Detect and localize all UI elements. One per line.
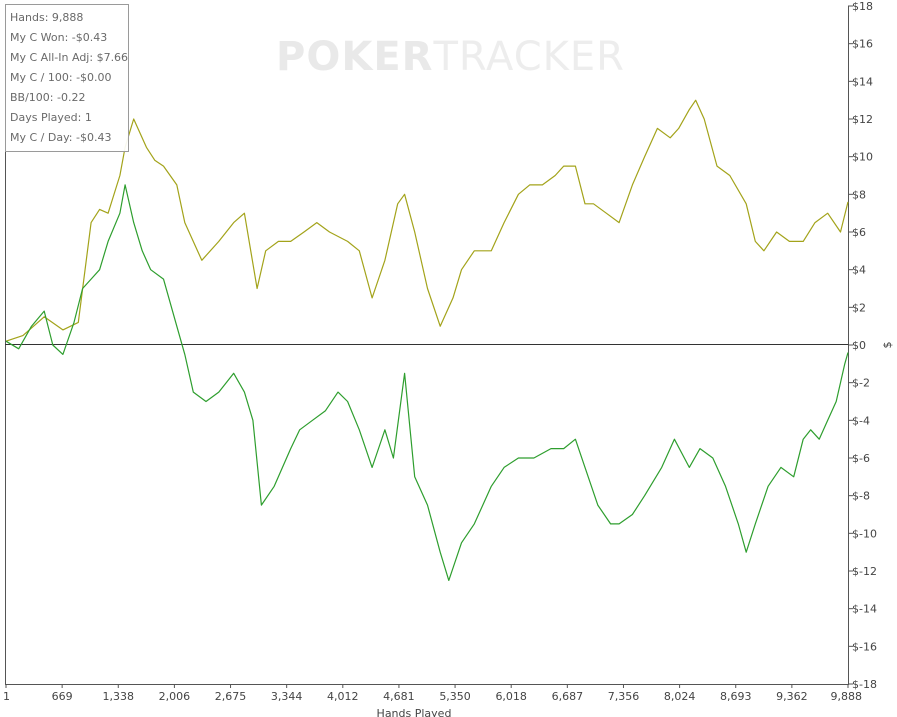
- stats-box: Hands: 9,888 My C Won: -$0.43 My C All-I…: [5, 4, 129, 152]
- x-tick-label: 4,012: [327, 690, 359, 703]
- series-line-won: [5, 184, 849, 582]
- x-tick-label: 1: [3, 690, 10, 703]
- y-axis: $18 $16 $14 $12 $10 $8 $6 $4 $2 $0 $-2 $-4 $-6 $-8 $-1…: [848, 0, 877, 691]
- y-tick-label: $14: [852, 75, 873, 88]
- y-tick-label: $6: [852, 226, 866, 239]
- x-axis-title: Hands Played: [377, 707, 452, 717]
- stat-per-100: My C / 100: -$0.00: [10, 71, 112, 84]
- x-tick-label: 6,687: [552, 690, 584, 703]
- series-line-all-in-adj: [5, 99, 849, 342]
- y-tick-label: $-8: [852, 490, 870, 503]
- watermark-poker: POKER: [276, 34, 434, 80]
- x-tick-label: 8,024: [664, 690, 696, 703]
- x-tick-label: 9,362: [776, 690, 808, 703]
- y-tick-label: $-10: [852, 527, 877, 540]
- y-tick-label: $8: [852, 188, 866, 201]
- x-tick-label: 4,681: [383, 690, 415, 703]
- watermark-tracker: TRACKER: [433, 34, 625, 80]
- y-axis-title: $: [881, 342, 894, 349]
- x-tick-label: 6,018: [495, 690, 527, 703]
- x-axis: 1 669 1,338 2,006 2,675 3,344 4,012 4,681 5,350 6…: [3, 684, 862, 703]
- y-tick-label: $16: [852, 38, 873, 51]
- stat-per-day: My C / Day: -$0.43: [10, 131, 112, 144]
- stat-hands: Hands: 9,888: [10, 11, 84, 24]
- x-tick-label: 2,006: [159, 690, 191, 703]
- y-tick-label: $18: [852, 0, 873, 13]
- y-tick-label: $4: [852, 264, 866, 277]
- y-tick-label: $-12: [852, 565, 877, 578]
- x-tick-label: 669: [52, 690, 73, 703]
- y-tick-label: $10: [852, 151, 873, 164]
- x-tick-label: 2,675: [215, 690, 247, 703]
- y-tick-label: $0: [852, 339, 866, 352]
- stat-won: My C Won: -$0.43: [10, 31, 108, 44]
- x-tick-label: 5,350: [439, 690, 471, 703]
- pokertracker-watermark: POKERTRACKER: [276, 34, 625, 80]
- stat-bb-100: BB/100: -0.22: [10, 91, 86, 104]
- y-tick-label: $2: [852, 301, 866, 314]
- y-tick-label: $-14: [852, 603, 877, 616]
- stat-days-played: Days Played: 1: [10, 111, 92, 124]
- y-tick-label: $-6: [852, 452, 870, 465]
- y-tick-label: $-2: [852, 377, 870, 390]
- y-tick-label: $-16: [852, 640, 877, 653]
- stat-allin-adj: My C All-In Adj: $7.66: [10, 51, 129, 64]
- y-tick-label: $-4: [852, 414, 870, 427]
- y-tick-label: $-18: [852, 678, 877, 691]
- series-layer: [5, 99, 849, 582]
- plot-frame: [5, 6, 849, 685]
- x-tick-label: 7,356: [608, 690, 640, 703]
- y-tick-label: $12: [852, 113, 873, 126]
- x-tick-label: 8,693: [720, 690, 752, 703]
- x-tick-label: 3,344: [271, 690, 303, 703]
- x-tick-label: 9,888: [831, 690, 863, 703]
- x-tick-label: 1,338: [103, 690, 135, 703]
